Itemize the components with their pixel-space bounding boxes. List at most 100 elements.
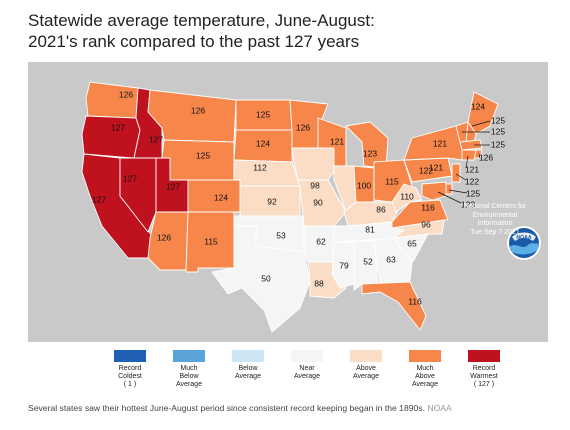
rank-label-la: 88: [314, 278, 324, 288]
rank-label-ct: 121: [465, 164, 479, 174]
legend-item-near: Near Average: [277, 350, 337, 381]
state-md: [421, 181, 447, 201]
us-state-map: 126 127 127 127 127 127 126 125 126 124 115 125 124 1…: [81, 81, 505, 333]
legend-label: Record Coldest( 1 ): [118, 365, 142, 388]
rank-label-va: 116: [421, 202, 435, 212]
rank-label-al: 52: [363, 256, 373, 266]
legend-swatch: [350, 350, 382, 362]
legend-swatch: [291, 350, 323, 362]
caption-credit: NOAA: [427, 403, 452, 413]
rank-label-co: 124: [214, 192, 228, 202]
state-nj: [451, 163, 461, 183]
rank-label-tx: 50: [261, 273, 271, 283]
legend-label: Above Average: [353, 365, 379, 380]
rank-label-nj: 122: [465, 176, 479, 186]
rank-label-ri: 126: [479, 152, 493, 162]
state-nv: [119, 157, 157, 233]
noaa-logo-text: NOAA: [516, 235, 532, 241]
rank-label-ne: 112: [253, 162, 267, 172]
map-panel: 126 127 127 127 127 127 126 125 126 124 115 125 124 1…: [28, 62, 548, 342]
rank-label-ga: 63: [386, 254, 396, 264]
rank-label-wa: 126: [119, 89, 133, 99]
noaa-caption: National Centers for Environmental Infor…: [440, 203, 550, 237]
legend-swatch: [468, 350, 500, 362]
legend-item-record-warmest: Record Warmest( 127 ): [454, 350, 514, 389]
rank-label-md: 123: [461, 199, 475, 209]
rank-label-nd: 125: [256, 109, 270, 119]
state-tx: [211, 225, 311, 333]
state-ma: [459, 139, 483, 151]
title-line-1: Statewide average temperature, June-Augu…: [28, 11, 375, 30]
state-ms: [331, 241, 355, 289]
legend-swatch: [409, 350, 441, 362]
state-wy: [161, 139, 235, 181]
rank-label-ok: 53: [276, 230, 286, 240]
legend-item-much-below: Much Below Average: [159, 350, 219, 389]
state-ct: [461, 149, 477, 161]
state-ia: [291, 147, 339, 181]
rank-label-me: 124: [471, 101, 485, 111]
rank-label-nc: 96: [421, 219, 431, 229]
rank-label-vt: 125: [491, 126, 505, 136]
leader-line-md: [437, 191, 462, 204]
rank-label-az: 126: [157, 232, 171, 242]
rank-label-ms: 79: [339, 260, 349, 270]
rank-label-ny: 121: [433, 138, 447, 148]
legend-swatch: [114, 350, 146, 362]
rank-label-sd: 124: [256, 138, 270, 148]
rank-label-ks: 92: [267, 196, 277, 206]
rank-label-pa: 121: [429, 162, 443, 172]
rank-label-il: 100: [357, 180, 371, 190]
image-caption: Several states saw their hottest June-Au…: [28, 403, 558, 413]
legend-swatch: [232, 350, 264, 362]
rank-label-ma: 125: [491, 139, 505, 149]
caption-text: Several states saw their hottest June-Au…: [28, 403, 425, 413]
state-me: [467, 91, 499, 135]
noaa-line-3: Information: [477, 220, 513, 227]
rank-label-ut: 127: [166, 181, 180, 191]
legend: Record Coldest( 1 ) Much Below Average Below A…: [100, 350, 520, 400]
legend-label: Much Below Average: [176, 365, 202, 388]
rank-label-sc: 65: [407, 238, 417, 248]
rank-label-mo: 90: [313, 197, 323, 207]
rank-label-mi: 123: [363, 148, 377, 158]
noaa-line-4: Tue Sep 7 2021: [470, 228, 520, 236]
rank-label-wv: 110: [400, 191, 414, 201]
state-ne: [233, 159, 301, 187]
map-title: Statewide average temperature, June-Augu…: [28, 10, 548, 52]
state-wa: [85, 81, 139, 119]
leader-line-ri: [478, 153, 481, 159]
rank-label-ca: 127: [92, 194, 106, 204]
rank-label-fl: 116: [408, 296, 422, 306]
legend-item-record-coldest: Record Coldest( 1 ): [100, 350, 160, 389]
legend-item-above: Above Average: [336, 350, 396, 381]
rank-label-nv: 127: [123, 173, 137, 183]
rank-label-tn: 81: [365, 224, 375, 234]
rank-label-mn: 126: [296, 122, 310, 132]
leader-line-nj: [455, 173, 467, 181]
state-nm: [185, 211, 235, 273]
leader-line-de: [448, 189, 468, 194]
rank-label-in: 115: [385, 176, 399, 186]
rank-label-nh: 125: [491, 115, 505, 125]
rank-label-nm: 115: [204, 236, 218, 246]
leader-line-nh: [471, 120, 491, 127]
rank-label-ky: 86: [376, 204, 386, 214]
rank-label-wy: 125: [196, 150, 210, 160]
rank-label-de: 125: [466, 188, 480, 198]
legend-item-below: Below Average: [218, 350, 278, 381]
state-de: [445, 183, 453, 195]
legend-label: Near Average: [294, 365, 320, 380]
rank-label-mt: 126: [191, 105, 205, 115]
rank-label-wi: 121: [330, 136, 344, 146]
rank-label-id: 127: [149, 134, 163, 144]
legend-label: Record Warmest( 127 ): [470, 365, 498, 388]
state-wv: [391, 183, 423, 213]
rank-label-ia: 98: [310, 180, 320, 190]
legend-item-much-above: Much Above Average: [395, 350, 455, 389]
noaa-logo: NOAA: [506, 225, 542, 261]
leader-line-ct: [465, 155, 469, 169]
legend-label: Much Above Average: [412, 365, 438, 388]
title-line-2: 2021's rank compared to the past 127 yea…: [28, 32, 360, 51]
legend-label: Below Average: [235, 365, 261, 380]
